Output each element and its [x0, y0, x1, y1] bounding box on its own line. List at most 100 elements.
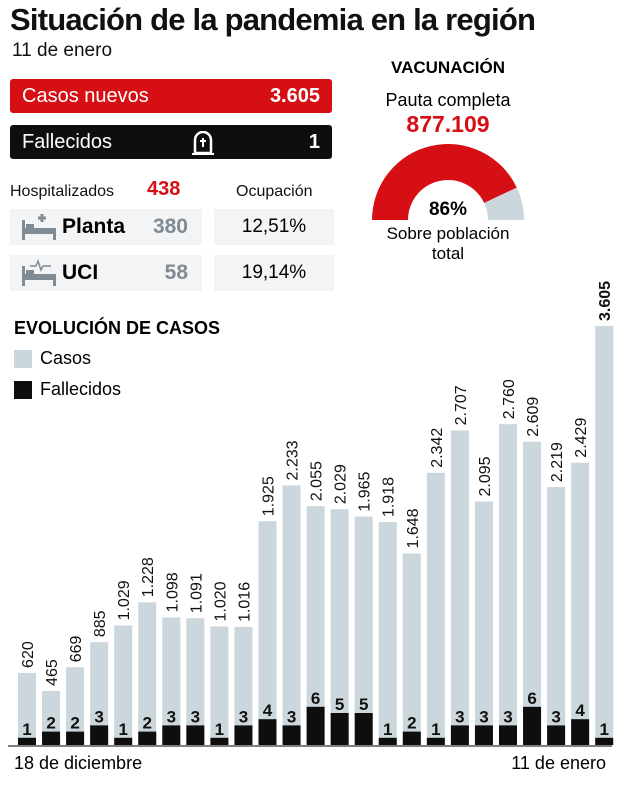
bar-casos [138, 602, 157, 745]
bar-label-fallecidos: 2 [143, 714, 152, 733]
bar-label-casos: 2.429 [573, 418, 590, 458]
bar-casos [547, 487, 566, 745]
bar-label-casos: 620 [20, 641, 37, 668]
bar-casos [402, 553, 421, 745]
bar-label-casos: 885 [92, 610, 109, 637]
bar-label-casos: 1.020 [212, 581, 229, 621]
bar-label-fallecidos: 1 [22, 720, 31, 739]
vaccination-caption: Sobre población [386, 224, 510, 243]
bar-label-casos: 1.029 [116, 580, 133, 620]
bar-label-fallecidos: 3 [551, 707, 560, 726]
bar-fallecidos [90, 725, 109, 745]
bar-casos [42, 690, 61, 745]
ward-label: Planta [62, 215, 126, 238]
bar-label-fallecidos: 3 [239, 707, 248, 726]
bar-label-casos: 2.029 [333, 464, 350, 504]
bar-label-fallecidos: 5 [335, 695, 344, 714]
bar-casos [571, 462, 590, 745]
bar-label-casos: 1.091 [188, 573, 205, 613]
gauge-remaining [484, 187, 524, 220]
legend-label-fallecidos: Fallecidos [40, 379, 122, 399]
bar-label-fallecidos: 3 [479, 707, 488, 726]
bar-label-casos: 1.925 [261, 476, 278, 516]
legend-label-casos: Casos [40, 348, 92, 368]
bar-casos [474, 501, 493, 745]
bar-label-casos: 2.609 [525, 397, 542, 437]
page-title: Situación de la pandemia en la región [10, 2, 536, 37]
deaths-label: Fallecidos [22, 130, 113, 153]
bar-label-casos: 2.055 [309, 461, 326, 501]
bar-fallecidos [66, 731, 85, 745]
bar-casos [210, 626, 229, 745]
hospital-bed-icon [22, 214, 56, 240]
bar-casos [426, 472, 445, 745]
bar-fallecidos [138, 731, 157, 745]
bar-label-fallecidos: 3 [287, 707, 296, 726]
bar-casos [523, 441, 542, 745]
bar-fallecidos [306, 706, 325, 745]
ward-row: Planta 380 [10, 209, 202, 245]
bar-fallecidos [523, 706, 542, 745]
bar-label-casos: 3.605 [597, 281, 614, 321]
bar-fallecidos [162, 725, 181, 745]
bar-label-fallecidos: 5 [359, 695, 368, 714]
bar-label-casos: 1.648 [405, 508, 422, 548]
bar-casos [282, 485, 301, 745]
new-cases-label: Casos nuevos [22, 84, 149, 107]
bar-fallecidos [571, 719, 590, 745]
deaths-value: 1 [308, 130, 320, 153]
x-start-label: 18 de diciembre [14, 753, 143, 773]
bar-label-casos: 2.342 [429, 428, 446, 468]
deaths-banner: Fallecidos 1 [10, 125, 332, 159]
bar-label-casos: 1.098 [164, 572, 181, 612]
bar-fallecidos [234, 725, 253, 745]
bar-label-fallecidos: 4 [575, 701, 585, 720]
bar-casos [450, 430, 469, 745]
tombstone-icon [192, 131, 214, 155]
bar-fallecidos [114, 737, 133, 745]
bar-label-fallecidos: 3 [455, 707, 464, 726]
bar-fallecidos [499, 725, 517, 745]
icu-label: UCI [62, 261, 99, 284]
bar-label-fallecidos: 6 [527, 689, 536, 708]
icu-occupancy: 19,14% [214, 255, 334, 291]
vaccination-value: 877.109 [406, 111, 490, 137]
bar-fallecidos [282, 725, 301, 745]
bar-label-fallecidos: 3 [167, 707, 176, 726]
bar-casos [354, 516, 373, 745]
bar-label-fallecidos: 3 [191, 707, 200, 726]
bar-fallecidos [18, 737, 36, 745]
bar-label-fallecidos: 3 [94, 707, 103, 726]
bar-fallecidos [354, 713, 373, 745]
vaccination-gauge [372, 144, 524, 220]
icu-bed-icon [22, 258, 56, 286]
legend-swatch-casos [14, 350, 32, 368]
bar-fallecidos [186, 725, 205, 745]
bar-fallecidos [595, 737, 614, 745]
chart-title: EVOLUCIÓN DE CASOS [14, 318, 221, 338]
bar-fallecidos [474, 725, 493, 745]
bar-fallecidos [378, 737, 397, 745]
bar-fallecidos [450, 725, 469, 745]
bar-casos [186, 618, 205, 745]
new-cases-banner: Casos nuevos 3.605 [10, 79, 332, 113]
bar-label-fallecidos: 3 [503, 707, 512, 726]
bar-fallecidos [426, 737, 445, 745]
bar-label-fallecidos: 2 [70, 714, 79, 733]
vaccination-subtitle: Pauta completa [385, 90, 511, 110]
bar-label-casos: 2.095 [477, 456, 494, 496]
bar-casos [330, 509, 349, 745]
bar-fallecidos [210, 737, 229, 745]
legend-swatch-fallecidos [14, 381, 32, 399]
bar-casos [90, 642, 109, 745]
vaccination-title: VACUNACIÓN [391, 58, 505, 77]
bar-label-casos: 2.760 [501, 379, 518, 419]
bar-fallecidos [547, 725, 566, 745]
bar-casos [114, 625, 133, 745]
bar-casos [18, 672, 36, 745]
bar-label-fallecidos: 2 [407, 714, 416, 733]
bar-casos [66, 667, 85, 745]
bar-casos [499, 424, 517, 745]
